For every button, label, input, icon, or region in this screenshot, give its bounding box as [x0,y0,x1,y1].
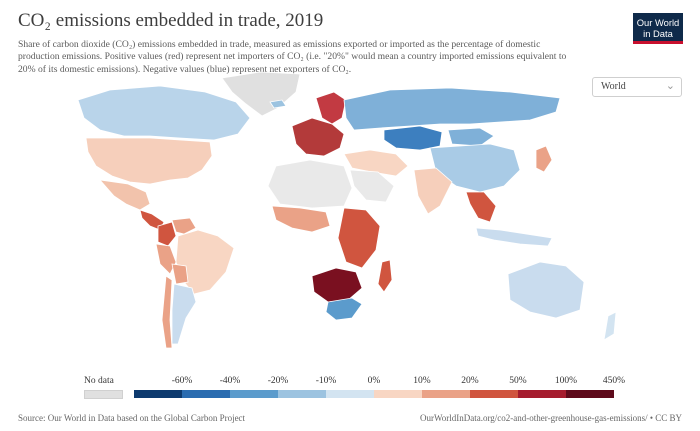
legend-swatch[interactable] [374,390,422,398]
logo-line-1: Our World [636,17,680,28]
region-west-africa[interactable] [271,205,331,233]
region-kazakhstan[interactable] [383,125,443,151]
region-madagascar[interactable] [377,259,393,293]
map-regions [77,71,617,349]
footer-source: Source: Our World in Data based on the G… [18,413,246,423]
legend-tick-label: 20% [461,376,479,386]
legend-tick-label: -10% [315,376,337,386]
region-colombia[interactable] [157,221,177,247]
legend-tick-label: -60% [171,376,193,386]
legend-swatch[interactable] [182,390,230,398]
chevron-down-icon[interactable]: ⌄ [665,79,675,92]
legend-swatch[interactable] [134,390,182,398]
legend-swatch[interactable] [566,390,614,398]
region-mexico[interactable] [98,179,151,211]
region-selector-value: World [601,81,626,92]
legend-swatch[interactable] [422,390,470,398]
legend-tick-label: -20% [267,376,289,386]
region-scandinavia[interactable] [315,91,347,125]
chart-subtitle: Share of carbon dioxide (CO₂) emissions … [18,39,567,75]
legend-tick-label: 450% [602,376,626,386]
region-united-states[interactable] [85,137,213,185]
region-middle-east[interactable] [343,149,409,177]
region-iceland[interactable] [269,99,287,109]
logo-line-2: in Data [643,28,673,39]
region-argentina[interactable] [171,283,197,345]
region-south-africa[interactable] [325,297,363,321]
region-russia[interactable] [343,87,561,131]
legend-tick-label: 10% [413,376,431,386]
region-new-zealand[interactable] [603,311,617,341]
region-canada[interactable] [77,85,251,141]
legend-tick-label: 50% [509,376,527,386]
region-japan[interactable] [535,145,553,173]
region-australia[interactable] [507,261,585,319]
legend-swatch[interactable] [470,390,518,398]
region-chile[interactable] [161,275,173,349]
region-bolivia[interactable] [171,263,189,285]
legend-swatch[interactable] [518,390,566,398]
region-brazil[interactable] [175,229,235,295]
region-selector[interactable]: World ⌄ [592,77,682,97]
region-india[interactable] [413,167,453,215]
region-indonesia[interactable] [475,227,553,247]
region-southeast-asia[interactable] [465,191,497,223]
legend-no-data-swatch[interactable] [84,390,123,399]
legend-tick-label: -40% [219,376,241,386]
legend-no-data-label: No data [84,376,114,386]
legend-swatch[interactable] [278,390,326,398]
region-mongolia[interactable] [447,127,495,147]
region-venezuela[interactable] [171,217,197,235]
footer-url[interactable]: OurWorldInData.org/co2-and-other-greenho… [419,413,682,423]
region-east-africa[interactable] [337,207,381,269]
region-saudi-arabia[interactable] [349,169,395,203]
owid-logo[interactable]: Our World in Data [633,13,683,44]
legend-swatch[interactable] [326,390,374,398]
chart-title: CO₂ emissions embedded in trade, 2019 [18,10,324,31]
legend-swatch[interactable] [230,390,278,398]
region-southern-africa[interactable] [311,267,363,303]
legend-tick-label: 100% [554,376,578,386]
region-western-europe[interactable] [291,117,345,157]
region-north-africa[interactable] [267,159,353,209]
legend-tick-label: 0% [367,376,381,386]
